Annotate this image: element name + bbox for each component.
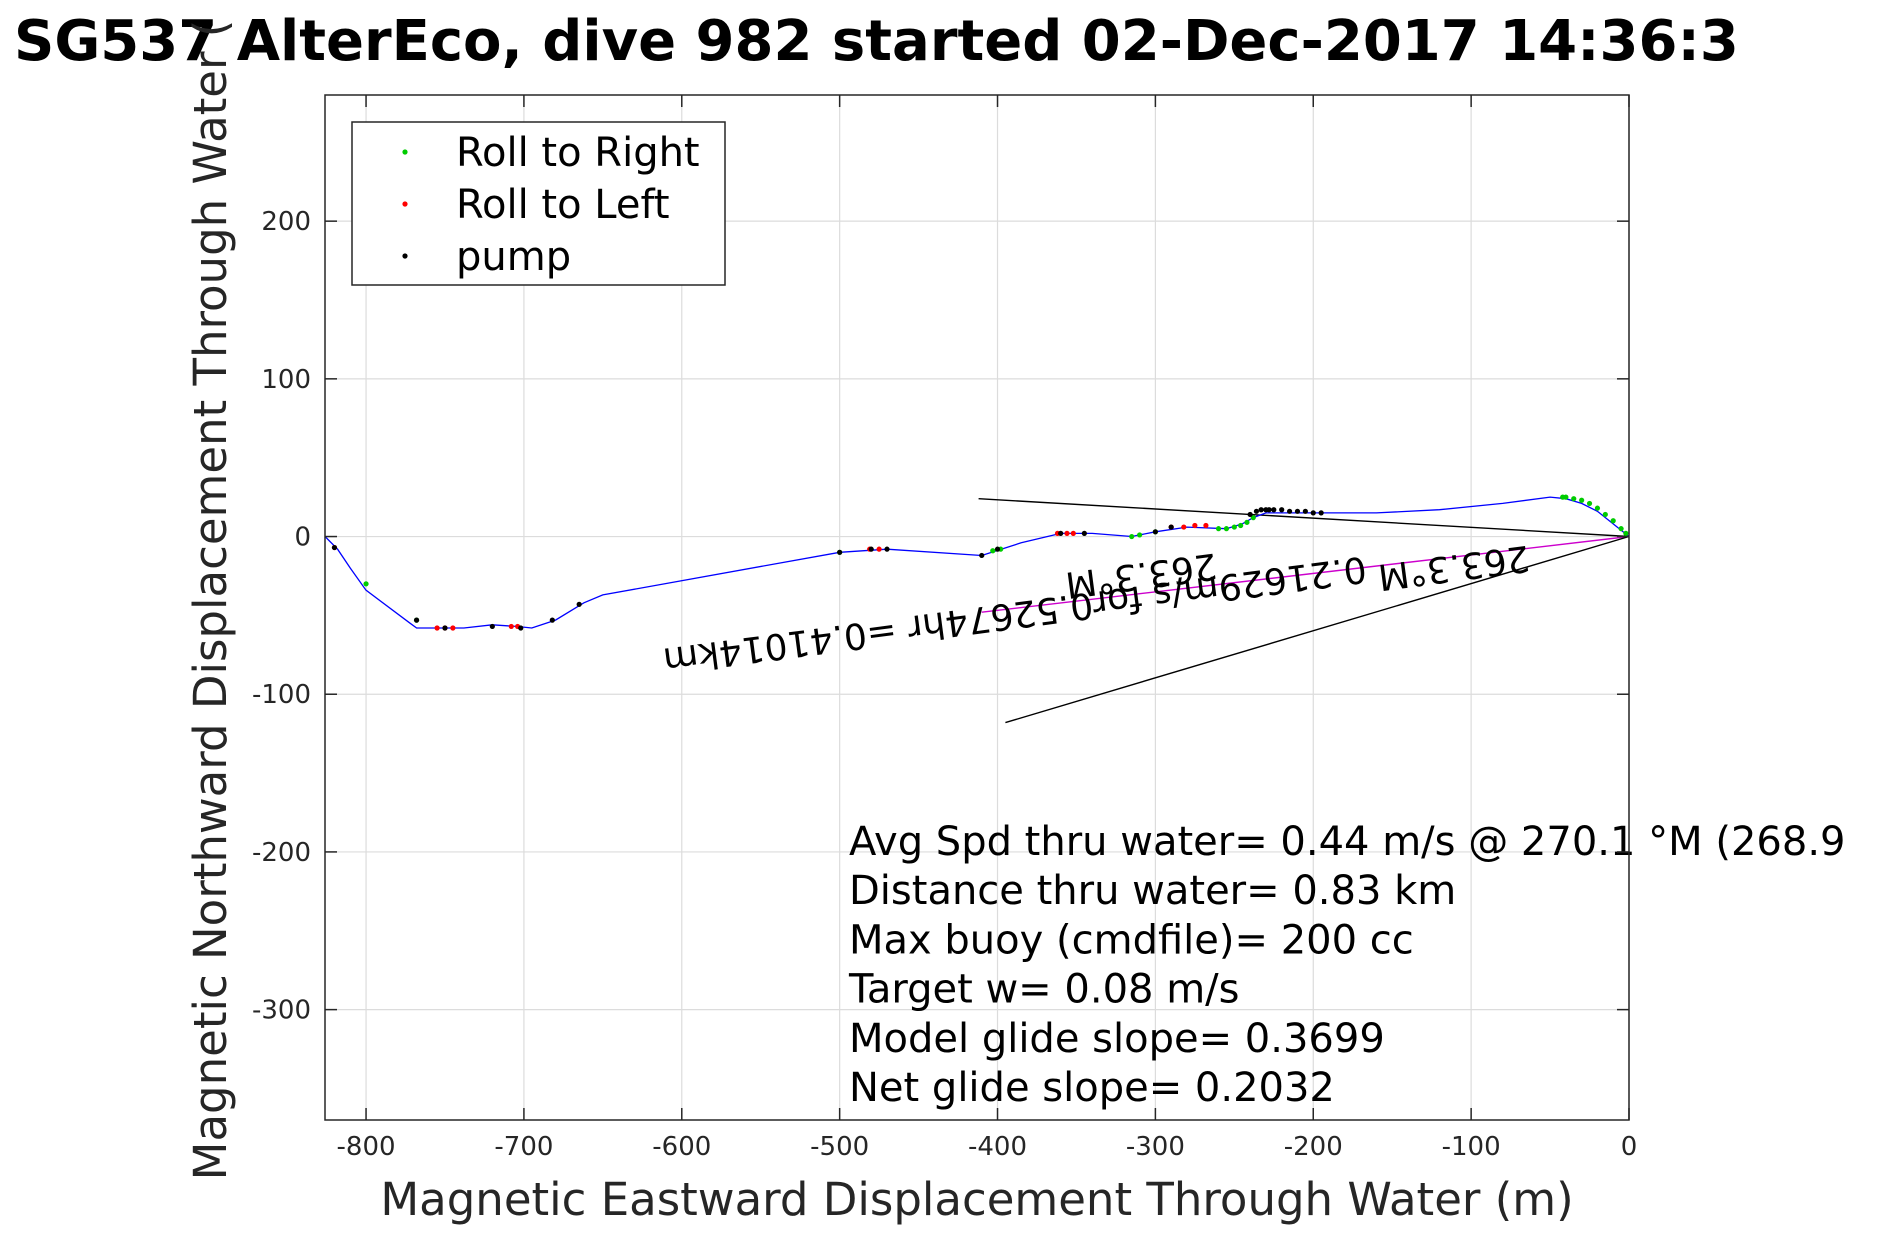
stats-line: Max buoy (cmdfile)= 200 cc	[849, 917, 1414, 963]
heading-vector-line	[978, 498, 1630, 538]
roll-right-point	[1231, 524, 1237, 530]
y-tick-label: 200	[261, 207, 311, 237]
roll-right-point	[1560, 494, 1566, 500]
legend-marker	[402, 253, 408, 259]
roll-left-point	[450, 625, 456, 631]
pump-point	[442, 625, 448, 631]
roll-left-point	[1181, 524, 1187, 530]
legend-label: pump	[456, 234, 571, 280]
pump-point	[1258, 507, 1264, 513]
pump-point	[576, 601, 582, 607]
stats-line: Avg Spd thru water= 0.44 m/s @ 270.1 °M …	[849, 819, 1845, 865]
x-tick-label: -200	[1284, 1132, 1343, 1162]
roll-left-point	[434, 625, 440, 631]
legend-items: Roll to Right Roll to Left pump	[402, 130, 700, 280]
current-vector-line	[981, 535, 1630, 613]
stats-line: Target w= 0.08 m/s	[848, 967, 1239, 1013]
pump-point	[1263, 507, 1269, 513]
stats-annotations: Avg Spd thru water= 0.44 m/s @ 270.1 °M …	[848, 819, 1845, 1111]
legend-box	[351, 121, 726, 286]
pump-point	[1318, 510, 1324, 516]
legend-label: Roll to Left	[456, 182, 670, 228]
axis-ticks: -800 -700 -600 -500 -400 -300 -200 -100 0 -300 -20…	[252, 95, 1637, 1162]
pump-point	[518, 625, 524, 631]
pump-point	[1294, 508, 1301, 514]
pump-point	[1168, 524, 1174, 530]
stats-line: Distance thru water= 0.83 km	[849, 868, 1456, 914]
x-axis-label: Magnetic Eastward Displacement Through W…	[380, 1173, 1573, 1226]
pump-point	[1302, 508, 1308, 514]
pump-point	[979, 552, 985, 559]
roll-right-point	[1244, 519, 1250, 525]
pump-point	[1253, 508, 1260, 514]
y-tick-label: 0	[294, 523, 311, 553]
x-tick-label: -600	[652, 1132, 711, 1162]
drift-vector-line	[1005, 535, 1630, 724]
roll-left-point	[1203, 522, 1209, 529]
roll-right-point	[1238, 522, 1244, 529]
roll-right-point	[1602, 511, 1608, 518]
vector-lines	[978, 498, 1630, 724]
roll-right-point	[1579, 497, 1585, 503]
roll-right-point	[1250, 515, 1256, 521]
plot-frame	[324, 94, 1630, 1121]
roll-right-point	[1571, 496, 1577, 502]
x-tick-label: 0	[1621, 1132, 1638, 1162]
pump-point	[549, 617, 555, 623]
roll-left-point	[876, 546, 882, 552]
roll-right-point	[1137, 532, 1143, 538]
y-tick-label: -300	[252, 996, 311, 1026]
pump-point	[1081, 530, 1087, 536]
roll-right-point	[1215, 526, 1222, 532]
legend-label: Roll to Right	[456, 130, 700, 176]
pump-point	[331, 544, 338, 551]
points-layer	[331, 494, 1629, 631]
roll-left-point	[508, 623, 514, 630]
pump-point	[1058, 530, 1064, 536]
legend-marker	[402, 201, 408, 207]
roll-right-point	[1594, 505, 1601, 511]
x-tick-label: -500	[810, 1132, 869, 1162]
pump-point	[413, 617, 420, 623]
x-tick-label: -300	[1126, 1132, 1185, 1162]
pump-point	[1247, 511, 1253, 518]
roll-right-point	[1610, 518, 1616, 524]
y-tick-label: -100	[252, 680, 311, 710]
pump-point	[994, 546, 1001, 552]
roll-left-point	[1192, 522, 1198, 529]
pump-point	[1152, 529, 1158, 535]
pump-point	[1279, 507, 1285, 513]
roll-right-point	[1586, 500, 1593, 507]
pump-point	[837, 549, 843, 555]
pump-point	[1286, 508, 1293, 514]
roll-right-point	[990, 548, 996, 554]
plot-area: 263.3°M0.21629m/s for0.52674hr =0.41014k…	[252, 94, 1845, 1162]
roll-right-point	[1618, 526, 1624, 532]
pump-point	[1310, 510, 1316, 516]
x-tick-label: -400	[968, 1132, 1027, 1162]
roll-right-point	[1623, 530, 1629, 536]
y-axis-label: Magnetic Northward Displacement Through …	[184, 20, 237, 1181]
roll-left-point	[1064, 530, 1070, 536]
x-tick-label: -700	[494, 1132, 553, 1162]
chart-title: SG537 AlterEco, dive 982 started 02-Dec-…	[14, 9, 1739, 74]
roll-right-point	[1223, 526, 1230, 532]
roll-right-point	[1129, 533, 1135, 540]
pump-point	[884, 546, 890, 552]
pump-point	[868, 546, 874, 552]
stats-line: Net glide slope= 0.2032	[849, 1065, 1335, 1111]
pump-point	[1271, 507, 1277, 513]
stats-line: Model glide slope= 0.3699	[849, 1016, 1385, 1062]
pump-point	[489, 623, 495, 630]
y-tick-label: 100	[261, 365, 311, 395]
x-tick-label: -800	[337, 1132, 396, 1162]
roll-right-point	[363, 581, 369, 587]
y-tick-label: -200	[252, 838, 311, 868]
legend: Roll to Right Roll to Left pump	[351, 121, 726, 286]
x-tick-label: -100	[1442, 1132, 1501, 1162]
roll-left-point	[1070, 530, 1076, 536]
legend-marker	[402, 149, 408, 155]
